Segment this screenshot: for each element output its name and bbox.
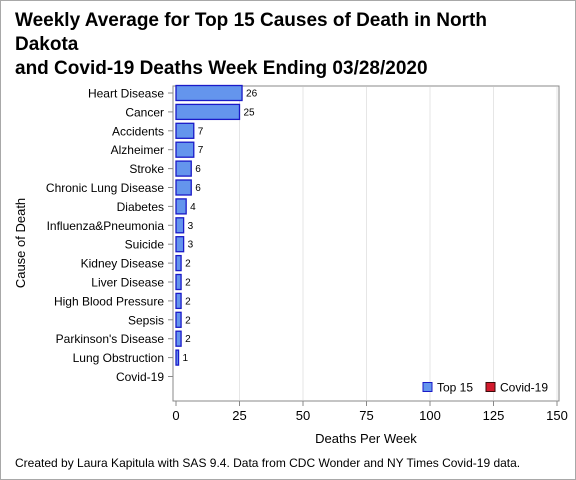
bar [175,103,241,121]
data-label: 3 [188,221,194,232]
x-tick-label: 75 [359,408,373,423]
data-labels: 26 25 7 7 6 6 4 3 3 2 2 2 2 2 1 [183,89,258,365]
y-axis-label: Cause of Death [13,198,28,288]
bar [175,84,243,102]
bar [175,236,185,253]
category-label: Alzheimer [111,143,164,157]
category-label: Chronic Lung Disease [46,181,164,195]
legend-swatch [485,382,496,392]
footnote: Created by Laura Kapitula with SAS 9.4. … [15,456,521,470]
category-label: Diabetes [117,200,164,214]
category-label: Kidney Disease [81,257,165,271]
data-label: 26 [246,89,258,100]
category-label: Covid-19 [116,370,164,384]
data-label: 6 [195,164,201,175]
data-label: 3 [188,240,194,251]
category-label: Liver Disease [91,276,164,290]
bar [175,217,185,234]
x-axis-ticks: 0 25 50 75 100 125 150 [172,401,568,423]
bar [175,141,195,158]
bar [175,198,187,215]
legend-label: Covid-19 [500,381,548,395]
category-label: Accidents [112,124,164,138]
data-label: 2 [185,259,191,270]
bar [175,273,182,291]
category-label: Sepsis [128,313,164,327]
bars [175,84,243,366]
legend-label: Top 15 [437,381,473,395]
x-tick-label: 150 [546,408,568,423]
x-tick-label: 0 [172,408,179,423]
data-label: 2 [185,296,191,307]
legend: Top 15 Covid-19 [422,381,548,395]
grid-lines [239,87,558,400]
x-tick-label: 25 [232,408,246,423]
category-label: Stroke [129,162,164,176]
x-tick-label: 50 [296,408,310,423]
chart-title-line-1: Weekly Average for Top 15 Causes of Deat… [15,10,487,31]
bar [175,254,182,272]
data-label: 7 [198,145,204,156]
bar [175,349,180,366]
x-tick-label: 125 [483,408,505,423]
category-labels: Heart Disease Cancer Accidents Alzheimer Str… [46,87,173,384]
data-label: 2 [185,278,191,289]
data-label: 6 [195,183,201,194]
data-label: 25 [244,107,256,118]
data-label: 4 [190,202,196,213]
category-label: Parkinson's Disease [56,332,165,346]
data-label: 7 [198,126,204,137]
bar [175,179,192,196]
legend-swatch [422,382,433,392]
category-label: Suicide [125,238,165,252]
x-tick-label: 100 [419,408,441,423]
bar-chart: Heart Disease Cancer Accidents Alzheimer Str… [13,84,568,446]
data-label: 1 [183,353,189,364]
bar [175,311,182,328]
category-label: Lung Obstruction [73,351,164,365]
bar [175,122,195,139]
bar [175,330,182,347]
category-label: Influenza&Pneumonia [47,219,165,233]
chart-title-line-2: Dakota [15,34,79,55]
bar [175,160,192,177]
category-label: Heart Disease [88,87,164,101]
x-axis-label: Deaths Per Week [315,431,417,446]
category-label: Cancer [125,105,164,119]
bar [175,292,182,310]
data-label: 2 [185,315,191,326]
category-label: High Blood Pressure [54,294,164,308]
chart-title-line-3: and Covid-19 Deaths Week Ending 03/28/20… [15,58,428,79]
data-label: 2 [185,334,191,345]
